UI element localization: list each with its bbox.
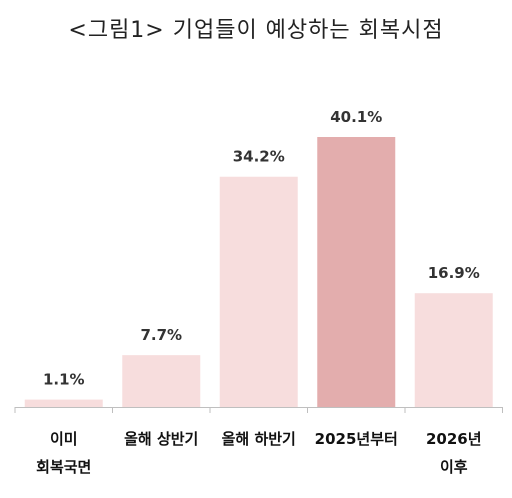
category-label-2: 올해 상반기 <box>124 430 198 448</box>
category-label-1-line-1: 이미 <box>50 430 78 448</box>
category-label-5-line-1: 2026년 <box>426 430 482 448</box>
category-label-4: 2025년부터 <box>315 430 398 448</box>
value-label-5: 16.9% <box>428 264 480 282</box>
category-label-1-line-2: 회복국면 <box>36 458 91 476</box>
bar-1 <box>24 399 103 407</box>
value-label-1: 1.1% <box>43 371 85 389</box>
value-label-3: 34.2% <box>233 148 285 166</box>
value-label-4: 40.1% <box>330 108 382 126</box>
chart-title: <그림1> 기업들이 예상하는 회복시점 <box>68 18 444 43</box>
bar-2 <box>122 355 201 407</box>
value-label-2: 7.7% <box>140 326 182 344</box>
category-label-3: 올해 하반기 <box>222 430 296 448</box>
category-label-5-line-2: 이후 <box>440 458 468 476</box>
bar-5 <box>414 293 493 407</box>
bar-4 <box>317 137 396 407</box>
bar-3 <box>219 176 298 407</box>
